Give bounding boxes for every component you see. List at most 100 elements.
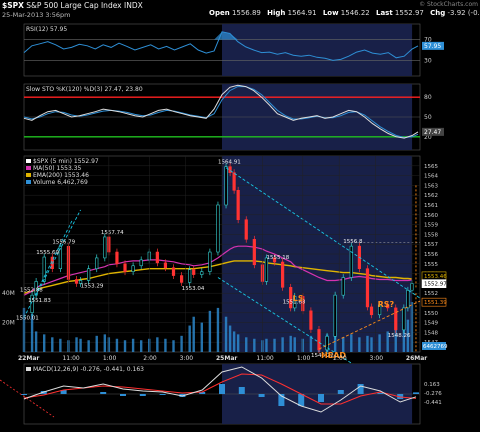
candle-body	[87, 268, 91, 281]
macd-histogram-bar	[337, 390, 344, 394]
watermark: © StockCharts.com	[419, 1, 478, 8]
volume-bar	[273, 338, 276, 352]
candle-body	[232, 172, 236, 191]
volume-bar	[394, 328, 397, 352]
stochastic-last-label: 27.47	[424, 129, 441, 136]
volume-bar	[188, 325, 191, 352]
high-value: 1564.91	[287, 9, 317, 17]
volume-bar	[232, 331, 236, 352]
chart-header: $SPX S&P 500 Large Cap Index INDX 25-Mar…	[0, 0, 480, 22]
price-legend-text: $SPX (5 min) 1552.97	[33, 158, 99, 165]
price-point-label: 1552.88	[20, 288, 43, 294]
price-tick-label: 1557	[424, 242, 438, 248]
price-legend-swatch	[26, 159, 31, 163]
datetime: 25-Mar-2013 3:56pm	[2, 11, 71, 19]
volume-bar	[366, 335, 369, 352]
price-tick-label: 1560	[424, 213, 438, 219]
x-tick-label: 3:00	[180, 355, 194, 362]
chg-value: -3.92 (-0.25%)	[447, 9, 480, 17]
candle-body	[317, 329, 321, 351]
candle-body	[139, 259, 143, 267]
price-point-label: 1546.22	[311, 353, 334, 359]
candle-body	[244, 219, 248, 240]
volume-bar	[87, 340, 90, 352]
candle-body	[377, 304, 382, 316]
candle-body	[42, 256, 46, 282]
macd-tick-label: -0.276	[424, 391, 442, 397]
candle-body	[325, 336, 329, 351]
volume-bar	[386, 331, 389, 352]
open-value: 1556.89	[231, 9, 261, 17]
price-point-label: 1553.29	[81, 284, 104, 290]
price-point-label: 1548.26	[388, 333, 411, 339]
price-right-label: 1553.46	[424, 274, 447, 280]
stochastic-k-line	[23, 84, 419, 139]
volume-bar	[79, 338, 82, 352]
index-name: S&P 500 Large Cap Index	[26, 1, 122, 10]
rsi-session-shade	[222, 24, 413, 76]
macd-histogram-bar	[278, 394, 285, 406]
volume-bar	[265, 338, 268, 352]
candle-body	[179, 275, 184, 283]
macd-histogram-bar	[120, 394, 126, 396]
candle-body	[200, 271, 204, 275]
volume-bar	[51, 337, 54, 352]
candle-body	[123, 263, 127, 272]
trendline-down-2	[217, 277, 356, 367]
candle-body	[208, 251, 212, 272]
volume-bar	[95, 335, 98, 352]
macd-legend-swatch	[26, 367, 31, 371]
trendline-down-1	[225, 167, 421, 299]
volume-bar	[192, 316, 195, 352]
volume-bar	[236, 334, 240, 352]
pattern-annotation: HEAD	[321, 351, 346, 360]
price-point-label: 1564.91	[218, 160, 241, 166]
macd-tick-label: -0.441	[424, 400, 442, 406]
volume-bar	[224, 316, 228, 352]
x-tick-label: 1:00	[297, 355, 311, 362]
price-tick-label: 1563	[424, 183, 438, 189]
candle-body	[228, 166, 232, 173]
volume-bar	[350, 334, 353, 352]
price-legend-text: EMA(200) 1553.46	[33, 172, 89, 179]
price-tick-label: 1550	[424, 311, 438, 317]
price-right-box	[421, 297, 447, 307]
rsi-legend: RSI(12) 57.95	[26, 26, 67, 33]
macd-signal-line	[23, 373, 417, 405]
price-point-label: 1550.01	[16, 316, 39, 322]
price-point-label: 1551.68	[283, 299, 306, 305]
volume-bar	[378, 334, 381, 352]
volume-bar	[115, 338, 119, 352]
candle-body	[155, 251, 159, 264]
volume-bar	[342, 337, 345, 352]
volume-bar	[156, 337, 159, 352]
volume-bar	[164, 338, 167, 352]
volume-bar	[293, 337, 296, 352]
volume-right-box	[422, 342, 446, 350]
open-label: Open	[209, 9, 230, 17]
volume-bar	[139, 340, 143, 352]
candle-body	[58, 245, 62, 269]
last-label: Last	[375, 9, 393, 17]
x-tick-label: 11:00	[256, 355, 273, 362]
macd-line	[23, 366, 417, 413]
volume-bar	[402, 325, 406, 352]
candle-body	[365, 268, 370, 308]
volume-tick-label: 20M	[2, 320, 15, 327]
candle-body	[163, 262, 168, 269]
candle-body	[224, 166, 228, 206]
x-tick-label: 25Mar	[216, 355, 237, 362]
macd-histogram-bar	[159, 394, 166, 395]
x-tick-label: 2:00	[333, 355, 347, 362]
low-value: 1546.22	[340, 9, 370, 17]
x-tick-label: 11:00	[62, 355, 79, 362]
high-label: High	[267, 9, 286, 17]
x-tick-label: 2:00	[143, 355, 157, 362]
candle-body	[236, 190, 240, 221]
rsi-tick-label: 30	[424, 57, 432, 64]
candle-body	[406, 289, 410, 309]
neckline-up	[318, 300, 421, 350]
volume-bar	[406, 319, 410, 352]
macd-histogram-bar	[100, 392, 107, 394]
volume-bar	[34, 331, 38, 352]
